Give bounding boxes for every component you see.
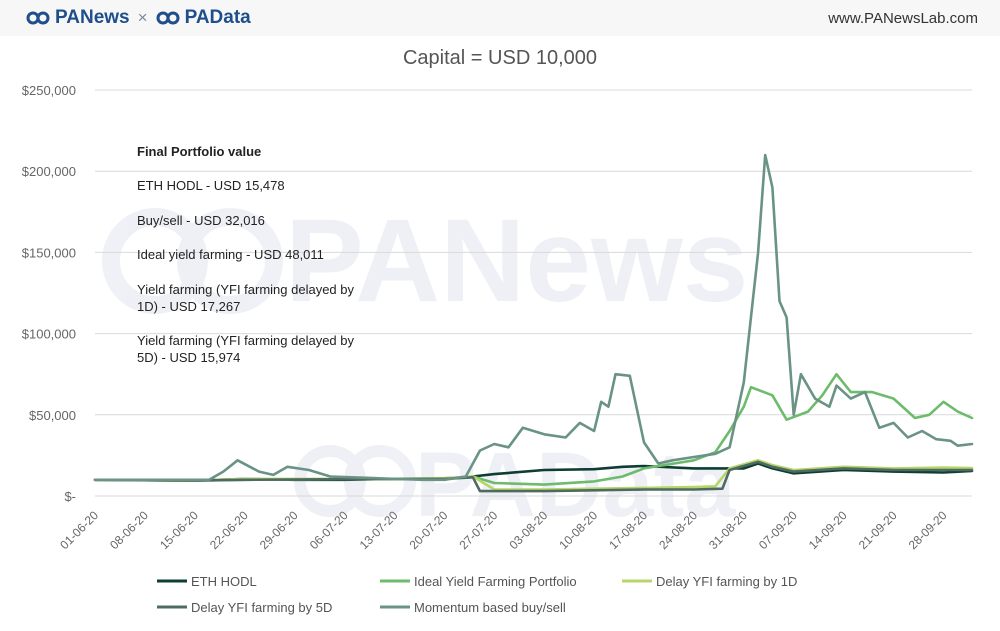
- legend-label: ETH HODL: [191, 574, 257, 589]
- padata-logo-icon: [156, 11, 180, 25]
- x-tick-label: 21-09-20: [856, 508, 900, 552]
- annotation-line: Ideal yield farming - USD 48,011: [137, 247, 324, 262]
- annotation-line: ETH HODL - USD 15,478: [137, 178, 285, 193]
- brand-logos: PANews × PAData: [26, 7, 251, 29]
- legend: ETH HODL Ideal Yield Farming Portfolio Del…: [157, 574, 797, 615]
- series-line: [93, 153, 974, 482]
- y-axis: $- $50,000 $100,000 $150,000 $200,000 $250,00…: [22, 83, 76, 504]
- brand-right: PAData: [184, 7, 251, 28]
- watermark: PANews PAData: [102, 195, 748, 536]
- final-portfolio-annotation: Final Portfolio value ETH HODL - USD 15,…: [137, 144, 355, 365]
- top-bar: PANews × PAData www.PANewsLab.com: [0, 0, 1000, 36]
- brand-separator: ×: [137, 8, 148, 27]
- x-tick-label: 08-06-20: [107, 508, 151, 552]
- x-tick-label: 29-06-20: [257, 508, 301, 552]
- chart-container: PANews PAData Capital = USD 10,000 $- $50…: [0, 36, 1000, 631]
- legend-label: Delay YFI farming by 1D: [656, 574, 797, 589]
- series-lines: [93, 153, 974, 493]
- y-tick-label: $100,000: [22, 327, 76, 342]
- annotation-line: 1D) - USD 17,267: [137, 299, 240, 314]
- watermark-top: PANews: [285, 195, 748, 327]
- line-chart: PANews PAData Capital = USD 10,000 $- $50…: [22, 47, 974, 615]
- watermark-bottom: PAData: [415, 434, 736, 536]
- y-tick-label: $200,000: [22, 164, 76, 179]
- brand-left: PANews: [55, 7, 130, 28]
- x-tick-label: 22-06-20: [207, 508, 251, 552]
- y-tick-label: $50,000: [29, 408, 76, 423]
- legend-label: Ideal Yield Farming Portfolio: [414, 574, 577, 589]
- annotation-line: 5D) - USD 15,974: [137, 350, 240, 365]
- y-tick-label: $150,000: [22, 245, 76, 260]
- grid: [95, 89, 972, 497]
- x-tick-label: 07-09-20: [756, 508, 800, 552]
- panews-logo-icon: [26, 11, 50, 25]
- legend-label: Momentum based buy/sell: [414, 600, 566, 615]
- y-tick-label: $-: [64, 489, 76, 504]
- x-tick-label: 28-09-20: [906, 508, 950, 552]
- legend-label: Delay YFI farming by 5D: [191, 600, 332, 615]
- watermark-top-icon: [102, 208, 283, 314]
- annotation-line: Yield farming (YFI farming delayed by: [137, 282, 355, 297]
- x-tick-label: 14-09-20: [806, 508, 850, 552]
- annotation-title: Final Portfolio value: [137, 144, 261, 159]
- chart-title: Capital = USD 10,000: [403, 47, 597, 69]
- annotation-line: Buy/sell - USD 32,016: [137, 213, 265, 228]
- annotation-line: Yield farming (YFI farming delayed by: [137, 333, 355, 348]
- x-tick-label: 15-06-20: [157, 508, 201, 552]
- site-url[interactable]: www.PANewsLab.com: [828, 10, 978, 27]
- x-tick-label: 01-06-20: [57, 508, 101, 552]
- y-tick-label: $250,000: [22, 83, 76, 98]
